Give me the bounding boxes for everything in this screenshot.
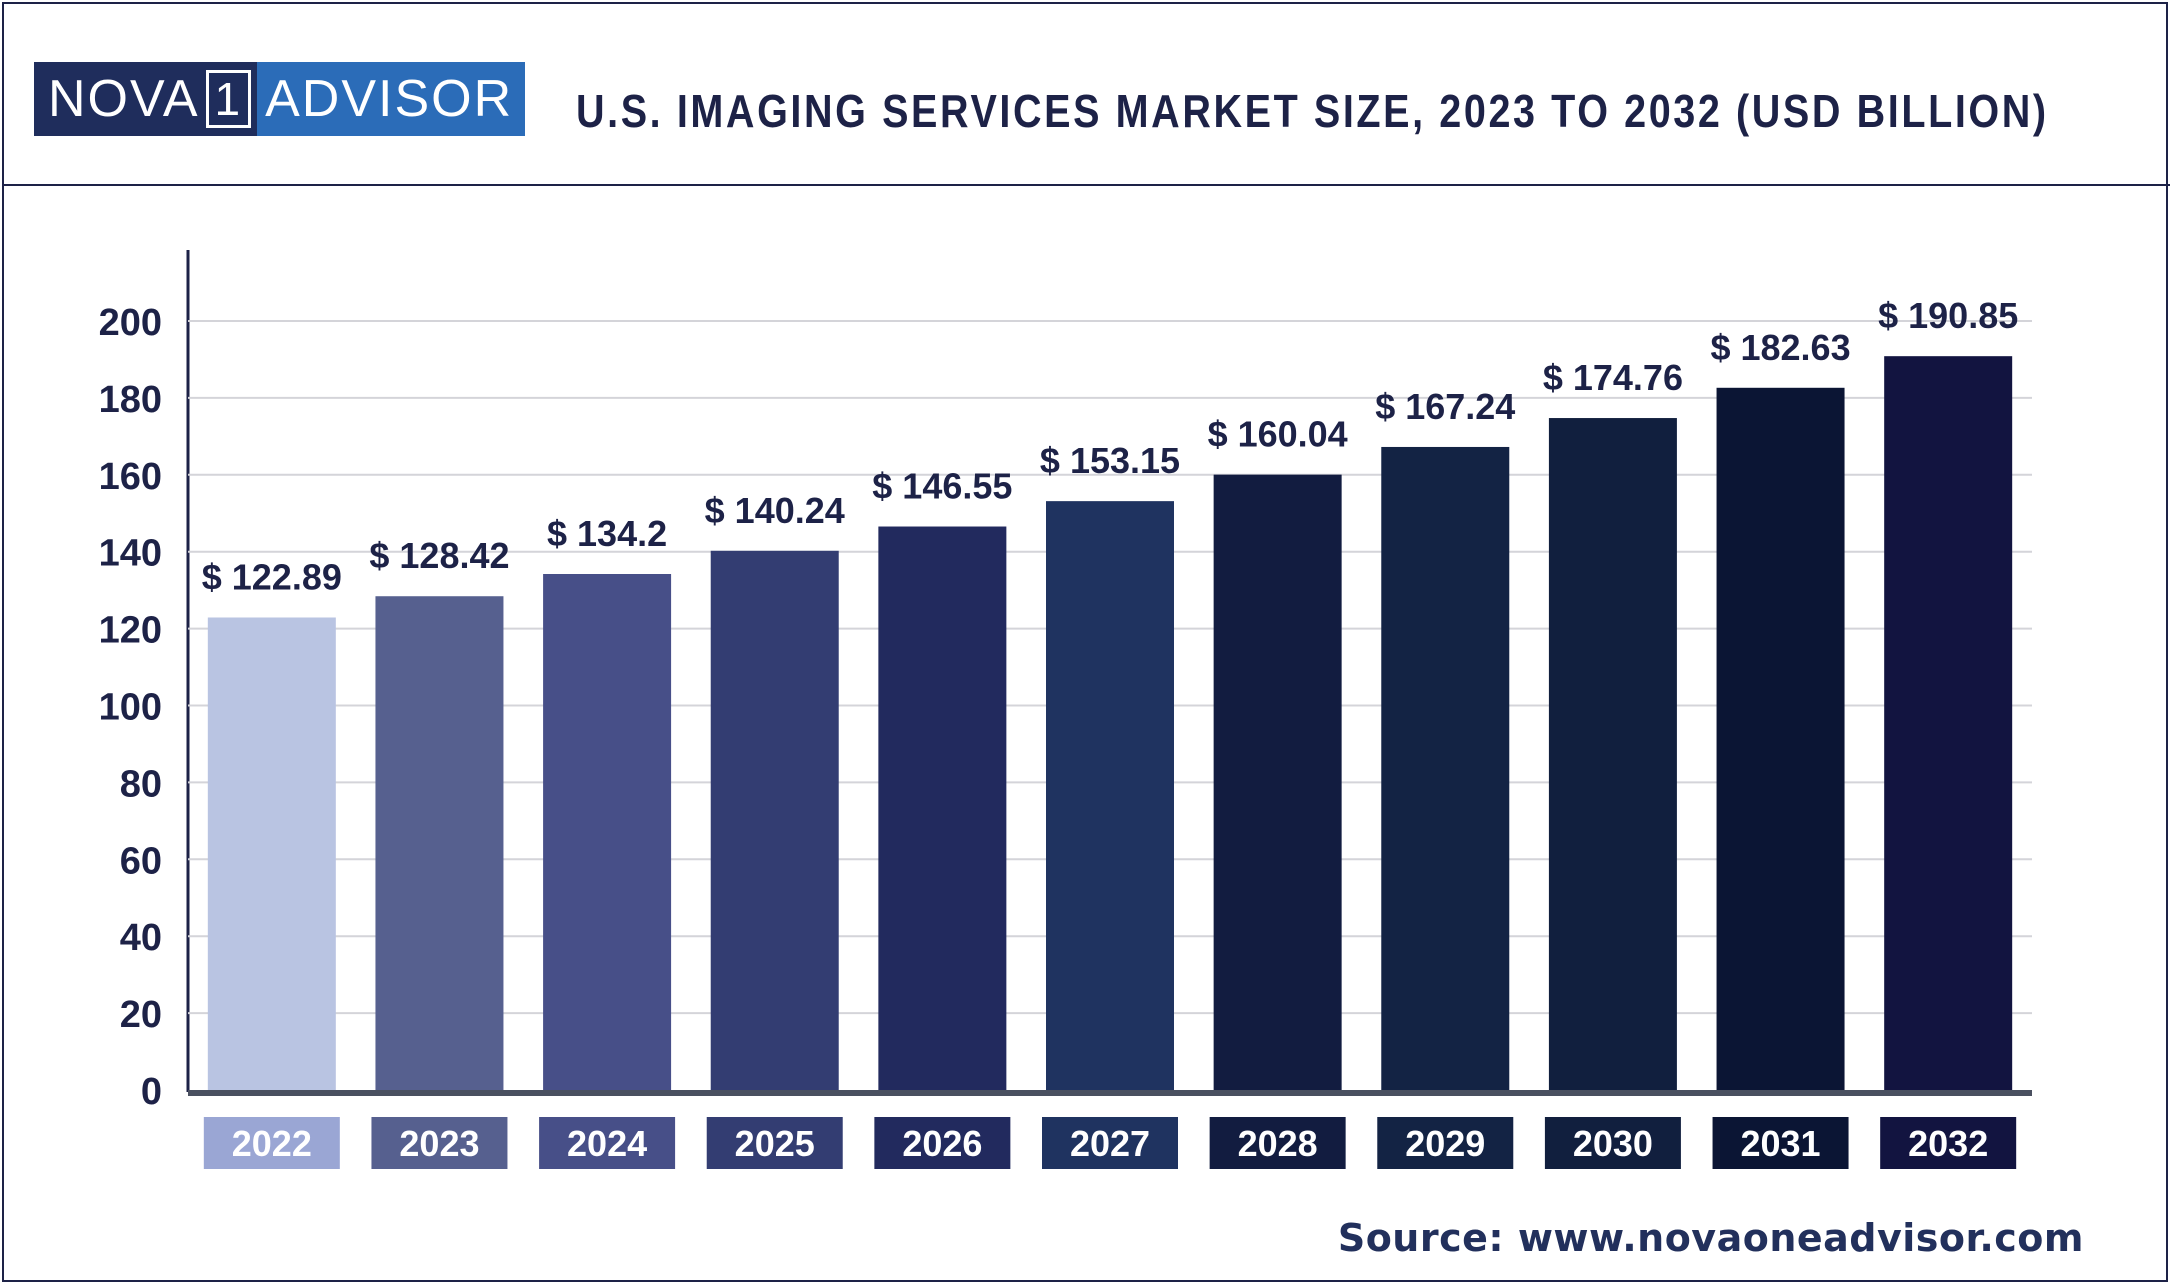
data-label: $ 182.63 — [1710, 327, 1850, 368]
category-label-box — [1712, 1117, 1849, 1169]
y-tick-label: 40 — [120, 917, 162, 959]
category-label-box — [203, 1117, 340, 1169]
x-tick-label: 2025 — [735, 1123, 815, 1164]
bar — [878, 526, 1007, 1090]
category-label-box — [1042, 1117, 1178, 1169]
y-tick-label: 0 — [141, 1071, 162, 1113]
x-tick-label: 2028 — [1238, 1123, 1318, 1164]
bar — [1046, 501, 1174, 1090]
data-label: $ 174.76 — [1543, 357, 1683, 398]
category-label-box — [706, 1117, 843, 1169]
logo-left: NOVA 1 — [34, 62, 258, 136]
category-label-box — [371, 1117, 508, 1169]
x-tick-label: 2023 — [399, 1123, 479, 1164]
x-tick-label: 2032 — [1908, 1123, 1988, 1164]
data-label: $ 167.24 — [1375, 386, 1515, 427]
y-tick-label: 180 — [99, 379, 162, 421]
logo-text-right: ADVISOR — [265, 70, 514, 128]
x-tick-label: 2027 — [1070, 1123, 1150, 1164]
logo-number: 1 — [205, 70, 252, 128]
data-label: $ 146.55 — [872, 466, 1012, 507]
y-tick-label: 100 — [99, 687, 162, 729]
x-tick-label: 2026 — [902, 1123, 982, 1164]
bar — [710, 550, 839, 1090]
bar — [543, 574, 672, 1090]
data-label: $ 128.42 — [369, 535, 509, 576]
bar — [207, 617, 336, 1090]
y-tick-label: 200 — [99, 302, 162, 344]
header: NOVA 1 ADVISOR U.S. IMAGING SERVICES MAR… — [4, 4, 2170, 186]
x-tick-label: 2024 — [567, 1123, 647, 1164]
category-label-box — [1544, 1117, 1681, 1169]
bar — [1716, 387, 1845, 1090]
x-tick-label: 2022 — [232, 1123, 312, 1164]
logo-text-left: NOVA — [48, 70, 200, 128]
category-label-box — [1880, 1117, 2017, 1169]
data-label: $ 134.2 — [547, 513, 667, 554]
data-label: $ 160.04 — [1208, 414, 1348, 455]
source-text: Source: www.novaoneadvisor.com — [1337, 1216, 2084, 1260]
x-tick-label: 2030 — [1573, 1123, 1653, 1164]
category-label-box — [874, 1117, 1011, 1169]
x-tick-label: 2031 — [1740, 1123, 1820, 1164]
bar — [1381, 446, 1510, 1091]
y-tick-label: 80 — [120, 763, 162, 805]
bar — [1213, 474, 1342, 1090]
y-tick-label: 160 — [99, 456, 162, 498]
data-label: $ 153.15 — [1040, 440, 1180, 481]
category-label-box — [1377, 1117, 1514, 1169]
category-label-box — [1209, 1117, 1346, 1169]
bar — [375, 596, 504, 1090]
category-label-box — [539, 1117, 676, 1169]
y-tick-label: 120 — [99, 610, 162, 652]
x-tick-label: 2029 — [1405, 1123, 1485, 1164]
chart-title: U.S. IMAGING SERVICES MARKET SIZE, 2023 … — [576, 85, 2049, 137]
data-label: $ 140.24 — [705, 490, 845, 531]
y-tick-label: 60 — [120, 840, 162, 882]
y-tick-label: 140 — [99, 533, 162, 575]
y-tick-label: 20 — [120, 994, 162, 1036]
logo-right: ADVISOR — [257, 62, 526, 136]
bar — [1884, 356, 2013, 1090]
logo: NOVA 1 ADVISOR — [34, 62, 526, 136]
data-label: $ 190.85 — [1878, 295, 2018, 336]
bar — [1548, 418, 1677, 1090]
data-label: $ 122.89 — [202, 556, 342, 597]
